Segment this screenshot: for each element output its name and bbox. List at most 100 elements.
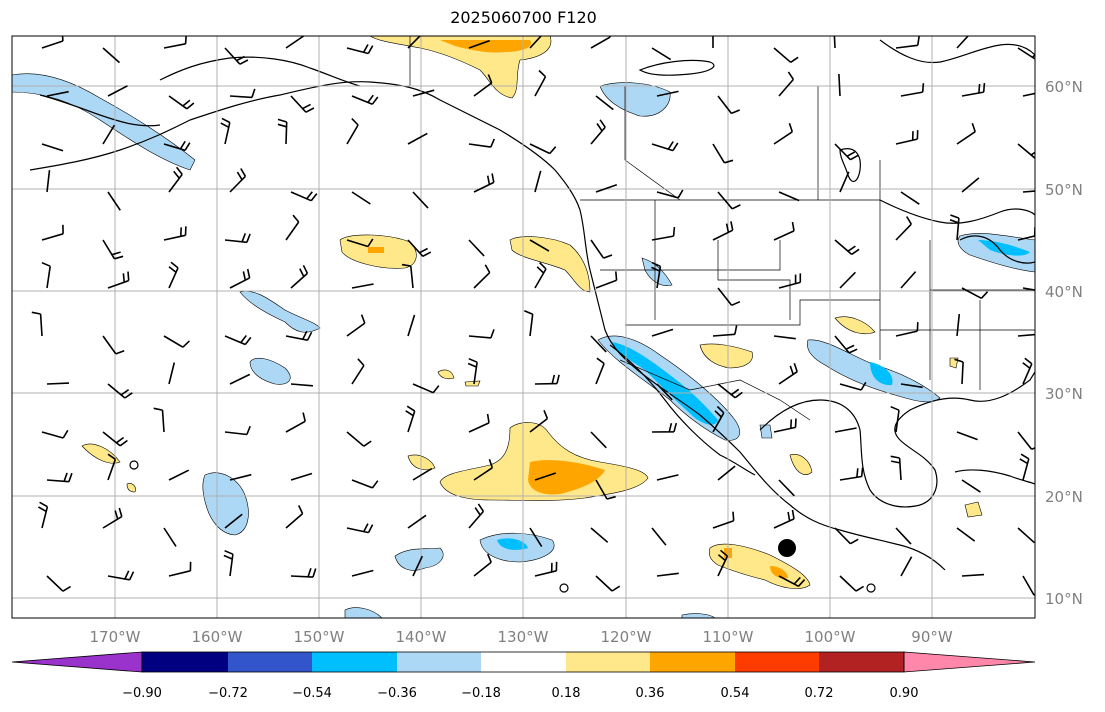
wind-barb [351,569,374,577]
wind-barb [31,311,43,337]
wind-barb [838,73,841,97]
wind-barb [834,427,857,433]
lat-label: 20°N [1045,488,1083,506]
wind-barb [407,132,428,145]
lon-label: 90°W [911,628,953,646]
wind-barb [773,47,799,63]
wind-barb [900,383,923,389]
wind-barb [468,39,490,49]
wind-barb [717,287,741,307]
wind-barb [529,36,543,49]
wind-barb [285,36,305,49]
wind-barb [407,314,416,337]
wind-barb [412,467,433,481]
wind-barb [595,184,618,193]
lat-label: 60°N [1045,78,1083,96]
wind-barb [778,273,802,289]
wind-barb [954,358,964,385]
wind-barb [220,117,231,145]
wind-barb [168,561,192,577]
wind-barb [351,283,374,289]
colorbar-extend-high [903,651,1036,673]
wind-barb [717,549,729,577]
map-frame [11,35,1036,619]
wind-barb [1017,431,1035,451]
wind-barb [839,381,867,391]
wind-barb [407,36,422,49]
lat-label: 50°N [1045,181,1083,199]
wind-barb [107,191,121,211]
wind-barb [1022,287,1035,291]
wind-barb [956,36,970,49]
wind-barb [651,527,667,546]
wind-barb [834,527,859,545]
wind-barb [656,572,679,577]
lon-label: 140°W [396,628,447,646]
storm-position-marker [778,539,796,557]
wind-barb [102,47,121,64]
wind-barb [590,36,611,49]
wind-barb [1022,92,1035,97]
wind-barb [534,262,547,289]
wind-barb [534,561,558,577]
wind-barb [401,263,414,289]
wind-barb [961,573,985,577]
wind-barb [467,357,478,385]
wind-barb [529,527,543,548]
wind-barb [890,455,902,481]
wind-barb [163,335,190,348]
colorbar: −0.90 −0.72 −0.54 −0.36 −0.18 0.18 0.36 … [11,651,1036,701]
wind-barb [107,453,117,481]
wind-barb [595,357,605,385]
colorbar-tick-label: 0.90 [890,686,919,701]
wind-barb [468,239,485,257]
wind-barb [285,412,306,433]
wind-barb [956,527,976,542]
wind-barb [590,431,607,449]
wind-barb [168,95,195,110]
wind-barb [895,36,920,49]
wind-barb [595,479,616,500]
small-circle-marker [866,583,876,593]
wind-barb [590,527,609,543]
wind-barb [346,238,374,248]
wind-barb [290,472,313,481]
wind-barb [473,553,492,577]
wind-barb [651,261,662,289]
latitude-labels: 60°N 50°N 40°N 30°N 20°N 10°N [1045,78,1083,608]
wind-barb [229,473,252,481]
wind-barb [717,383,743,399]
wind-barb [712,143,734,164]
wind-barb [224,335,252,346]
wind-barb [285,505,304,529]
colorbar-segment [312,652,397,672]
coastlines [29,39,1035,571]
wind-barb [651,227,676,241]
wind-barb [900,83,925,97]
wind-barb [651,47,672,61]
colorbar-extend-low [11,651,143,673]
wind-barb [41,429,69,439]
wind-barb [468,413,490,433]
wind-barb [41,261,51,289]
wind-barb [656,474,679,481]
wind-barb [163,527,177,547]
wind-barb [46,170,51,193]
wind-barb [534,472,557,481]
wind-barb [590,119,606,145]
wind-barb [590,239,613,259]
wind-barb [651,141,679,152]
wind-barb [778,71,795,97]
lat-label: 10°N [1045,590,1083,608]
colorbar-segment [228,652,312,672]
small-circle-marker [129,460,139,470]
colorbar-tick-label: 0.54 [721,686,750,701]
wind-barb [290,383,313,387]
wind-barb [839,575,865,592]
wind-barb [229,373,251,385]
wind-barb [595,575,621,592]
wind-barb [534,170,542,193]
wind-barb [834,239,860,256]
wind-barb [277,118,288,145]
